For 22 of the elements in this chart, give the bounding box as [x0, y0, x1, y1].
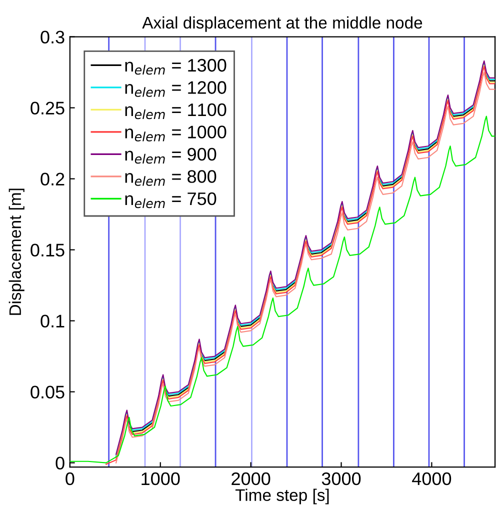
x-tick-label: 0 — [66, 472, 74, 486]
x-tick-label: 1000 — [142, 472, 180, 486]
y-tick-label: 0.1 — [40, 314, 64, 328]
y-tick-label: 0.05 — [30, 386, 64, 399]
x-tick-label: 2000 — [232, 472, 270, 486]
y-axis-title: Displacement [m] — [8, 188, 24, 315]
x-tick-label: 3000 — [322, 472, 361, 486]
chart-title: Axial displacement at the middle node — [142, 16, 422, 32]
y-tick-label: 0.3 — [40, 30, 64, 44]
legend-label: n$_{elem}$ = 1100 — [125, 103, 226, 120]
legend-label: n$_{elem}$ = 1000 — [125, 126, 226, 142]
legend-label: n$_{elem}$ = 1200 — [125, 81, 226, 97]
y-tick-label: 0.25 — [30, 102, 64, 115]
x-tick-label: 4000 — [412, 472, 452, 486]
y-tick-label: 0.2 — [40, 172, 64, 186]
legend-label: n$_{elem}$ = 800 — [125, 170, 216, 186]
y-tick-label: 0.15 — [30, 244, 64, 257]
legend-label: n$_{elem}$ = 900 — [125, 148, 216, 164]
legend-label: n$_{elem}$ = 750 — [125, 192, 216, 208]
x-axis-title: Time step [s] — [235, 488, 329, 504]
y-tick-label: 0 — [56, 456, 64, 470]
legend-label: n$_{elem}$ = 1300 — [125, 58, 226, 75]
